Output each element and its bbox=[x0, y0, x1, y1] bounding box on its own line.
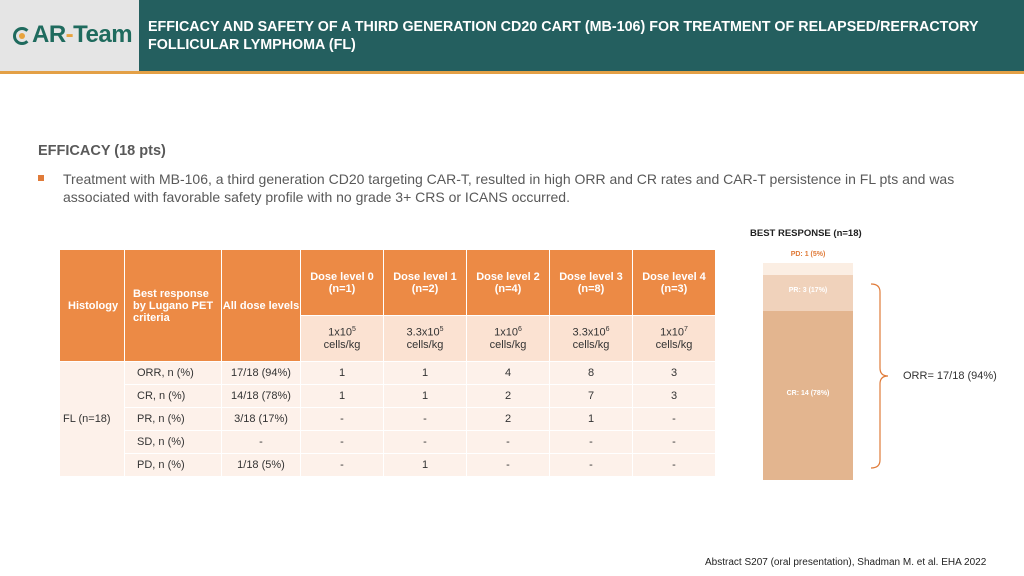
all-dose-value: 3/18 (17%) bbox=[221, 407, 301, 431]
dose-value: - bbox=[383, 407, 467, 431]
dose-cell-1: 3.3x105 cells/kg bbox=[383, 315, 467, 362]
dose-value: 1 bbox=[549, 407, 633, 431]
col-header-dose-level-2: Dose level 2 (n=4) bbox=[466, 249, 550, 316]
chart-title: BEST RESPONSE (n=18) bbox=[750, 228, 862, 239]
dose-value: 3 bbox=[632, 384, 716, 408]
dose-cell-2: 1x106 cells/kg bbox=[466, 315, 550, 362]
dose-value: 4 bbox=[466, 361, 550, 385]
dose-value: 3 bbox=[632, 361, 716, 385]
all-dose-value: 14/18 (78%) bbox=[221, 384, 301, 408]
segment-label-cr: CR: 14 (78%) bbox=[786, 390, 830, 397]
col-header-dose-level-1: Dose level 1 (n=2) bbox=[383, 249, 467, 316]
row-label: CR, n (%) bbox=[124, 384, 222, 408]
slide-title: EFFICACY AND SAFETY OF A THIRD GENERATIO… bbox=[148, 19, 979, 53]
table-row: CR, n (%) 14/18 (78%) 1 1 2 7 3 bbox=[59, 384, 716, 408]
row-label: PR, n (%) bbox=[124, 407, 222, 431]
dose-value: 1 bbox=[383, 453, 467, 477]
dose-cell-4: 1x107 cells/kg bbox=[632, 315, 716, 362]
dose-value: - bbox=[466, 453, 550, 477]
segment-label-pd: PD: 1 (5%) bbox=[790, 251, 826, 258]
dose-value: - bbox=[632, 453, 716, 477]
row-label: PD, n (%) bbox=[124, 453, 222, 477]
col-header-histology: Histology bbox=[59, 249, 125, 362]
dose-value: 7 bbox=[549, 384, 633, 408]
histology-cell: FL (n=18) bbox=[59, 361, 125, 477]
table-row: SD, n (%) - - - - - - bbox=[59, 430, 716, 454]
col-header-dose-level-3: Dose level 3 (n=8) bbox=[549, 249, 633, 316]
logo-mark-icon bbox=[13, 27, 31, 45]
dose-value: 2 bbox=[466, 384, 550, 408]
all-dose-value: - bbox=[221, 430, 301, 454]
logo-area: AR-Team bbox=[0, 0, 139, 72]
header-divider bbox=[0, 71, 1024, 74]
bar-segment-pd: PD: 1 (5%) bbox=[763, 251, 853, 275]
row-label: SD, n (%) bbox=[124, 430, 222, 454]
bullet-square-icon bbox=[38, 175, 44, 181]
dose-value: - bbox=[632, 407, 716, 431]
dose-value: 8 bbox=[549, 361, 633, 385]
dose-value: - bbox=[300, 430, 384, 454]
orr-annotation: ORR= 17/18 (94%) bbox=[903, 370, 997, 382]
dose-value: 2 bbox=[466, 407, 550, 431]
dose-value: - bbox=[383, 430, 467, 454]
efficacy-heading: EFFICACY (18 pts) bbox=[38, 143, 166, 159]
all-dose-value: 17/18 (94%) bbox=[221, 361, 301, 385]
dose-cell-3: 3.3x106 cells/kg bbox=[549, 315, 633, 362]
dose-cell-0: 1x105 cells/kg bbox=[300, 315, 384, 362]
efficacy-bullet: Treatment with MB-106, a third generatio… bbox=[38, 170, 968, 206]
bar-segment-cr: CR: 14 (78%) bbox=[763, 311, 853, 480]
segment-label-pr: PR: 3 (17%) bbox=[788, 287, 828, 294]
dose-value: - bbox=[632, 430, 716, 454]
title-banner: EFFICACY AND SAFETY OF A THIRD GENERATIO… bbox=[139, 0, 1024, 72]
col-header-best-response: Best response by Lugano PET criteria bbox=[124, 249, 222, 362]
source-citation: Abstract S207 (oral presentation), Shadm… bbox=[705, 557, 987, 568]
dose-value: - bbox=[300, 453, 384, 477]
dose-value: - bbox=[466, 430, 550, 454]
col-header-dose-level-0: Dose level 0 (n=1) bbox=[300, 249, 384, 316]
car-team-logo: AR-Team bbox=[13, 21, 133, 49]
dose-value: - bbox=[549, 453, 633, 477]
bullet-text: Treatment with MB-106, a third generatio… bbox=[63, 171, 955, 205]
dose-value: 1 bbox=[383, 384, 467, 408]
dose-value: - bbox=[300, 407, 384, 431]
dose-value: 1 bbox=[300, 361, 384, 385]
all-dose-value: 1/18 (5%) bbox=[221, 453, 301, 477]
table-row: PR, n (%) 3/18 (17%) - - 2 1 - bbox=[59, 407, 716, 431]
dose-value: - bbox=[549, 430, 633, 454]
efficacy-table: Histology Best response by Lugano PET cr… bbox=[59, 249, 716, 477]
bar-segment-pr: PR: 3 (17%) bbox=[763, 275, 853, 311]
header-bar: AR-Team EFFICACY AND SAFETY OF A THIRD G… bbox=[0, 0, 1024, 74]
col-header-dose-level-4: Dose level 4 (n=3) bbox=[632, 249, 716, 316]
dose-value: 1 bbox=[300, 384, 384, 408]
row-label: ORR, n (%) bbox=[124, 361, 222, 385]
dose-value: 1 bbox=[383, 361, 467, 385]
table-row: FL (n=18) ORR, n (%) 17/18 (94%) 1 1 4 8… bbox=[59, 361, 716, 477]
col-header-all-dose: All dose levels bbox=[221, 249, 301, 362]
orr-bracket-icon bbox=[870, 283, 889, 469]
table-row: PD, n (%) 1/18 (5%) - 1 - - - bbox=[59, 453, 716, 477]
